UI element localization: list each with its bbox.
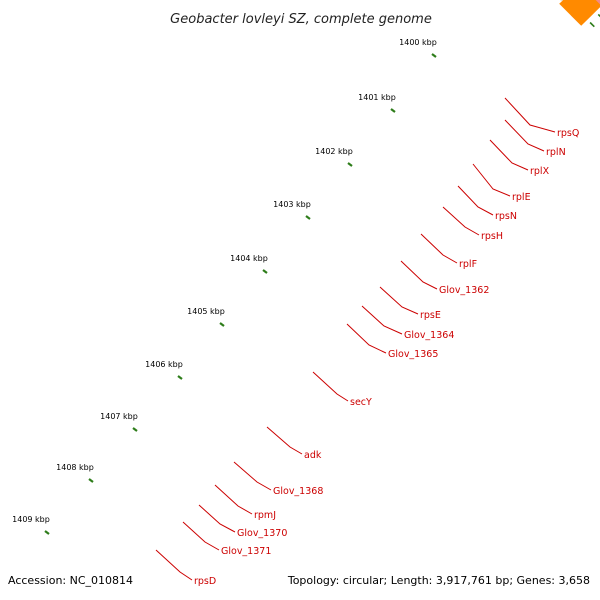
accession-text: Accession: NC_010814 (8, 574, 134, 587)
leader-line (504, 97, 556, 133)
kbp-major-tick (88, 478, 94, 483)
gene-label: Glov_1370 (237, 528, 287, 539)
leader-line (346, 323, 387, 354)
leader-line (379, 286, 419, 315)
leader-line (400, 260, 438, 290)
gene-label: rplN (546, 147, 566, 158)
gene-label: adk (304, 450, 322, 461)
kbp-major-tick (262, 269, 268, 274)
kbp-label: 1404 kbp (230, 254, 268, 263)
leader-line (182, 521, 220, 551)
kbp-major-tick (177, 375, 183, 380)
leader-line (233, 461, 272, 491)
kbp-label: 1408 kbp (56, 463, 94, 472)
gene-labels: rpsQ rplN rplX rplE rpsN rpsH rplF Glov_1362rps… (194, 128, 579, 587)
kbp-label: 1402 kbp (315, 147, 353, 156)
gene-label: rpsQ (557, 128, 579, 139)
gene-label: secY (350, 397, 372, 408)
gene-label: Glov_1371 (221, 546, 271, 557)
gene-label: rplE (512, 192, 531, 203)
kbp-major-tick (132, 427, 138, 432)
gene-label: Glov_1362 (439, 285, 489, 296)
leader-line (266, 426, 303, 455)
leader-line (457, 185, 494, 216)
label-leader-lines (155, 97, 556, 581)
kbp-label: 1403 kbp (273, 200, 311, 209)
kbp-label: 1407 kbp (100, 412, 138, 421)
gene-label: Glov_1368 (273, 486, 323, 497)
topology-summary: Topology: circular; Length: 3,917,761 bp… (287, 574, 590, 587)
gene-label: rpsN (495, 211, 517, 222)
kbp-labels: 1400 kbp 1401 kbp 1402 kbp 1403 kbp 1404 kbp… (12, 38, 437, 535)
gene-label: rplF (459, 259, 477, 270)
leader-line (155, 549, 193, 581)
leader-line (472, 163, 511, 197)
leader-line (504, 119, 545, 152)
gene-track (559, 0, 600, 26)
gene-rpsD (559, 0, 600, 26)
kbp-major-tick (305, 215, 311, 220)
leader-line (214, 484, 253, 515)
kbp-label: 1401 kbp (358, 93, 396, 102)
inner-tick-52 (597, 13, 600, 18)
leader-line (442, 206, 480, 236)
gene-label: rplX (530, 166, 550, 177)
leader-line (420, 233, 458, 264)
inner-tick-53 (589, 21, 595, 28)
kbp-major-tick (390, 108, 396, 113)
gene-label: rpsH (481, 231, 503, 242)
kbp-major-tick (44, 530, 50, 535)
kbp-major-tick (431, 53, 437, 58)
kbp-major-tick (347, 162, 353, 167)
leader-line (312, 371, 349, 402)
map-title: Geobacter lovleyi SZ, complete genome (170, 12, 432, 27)
leader-line (489, 139, 529, 171)
gene-label: Glov_1365 (388, 349, 438, 360)
kbp-label: 1400 kbp (399, 38, 437, 47)
leader-line (198, 504, 236, 533)
kbp-label: 1406 kbp (145, 360, 183, 369)
gene-label: rpsD (194, 576, 216, 587)
gene-label: rpmJ (254, 510, 276, 521)
kbp-label: 1405 kbp (187, 307, 225, 316)
kbp-label: 1409 kbp (12, 515, 50, 524)
kbp-major-tick (219, 322, 225, 327)
position-ticks (589, 13, 600, 28)
gene-label: Glov_1364 (404, 330, 454, 341)
leader-line (361, 305, 403, 335)
gene-label: rpsE (420, 310, 441, 321)
